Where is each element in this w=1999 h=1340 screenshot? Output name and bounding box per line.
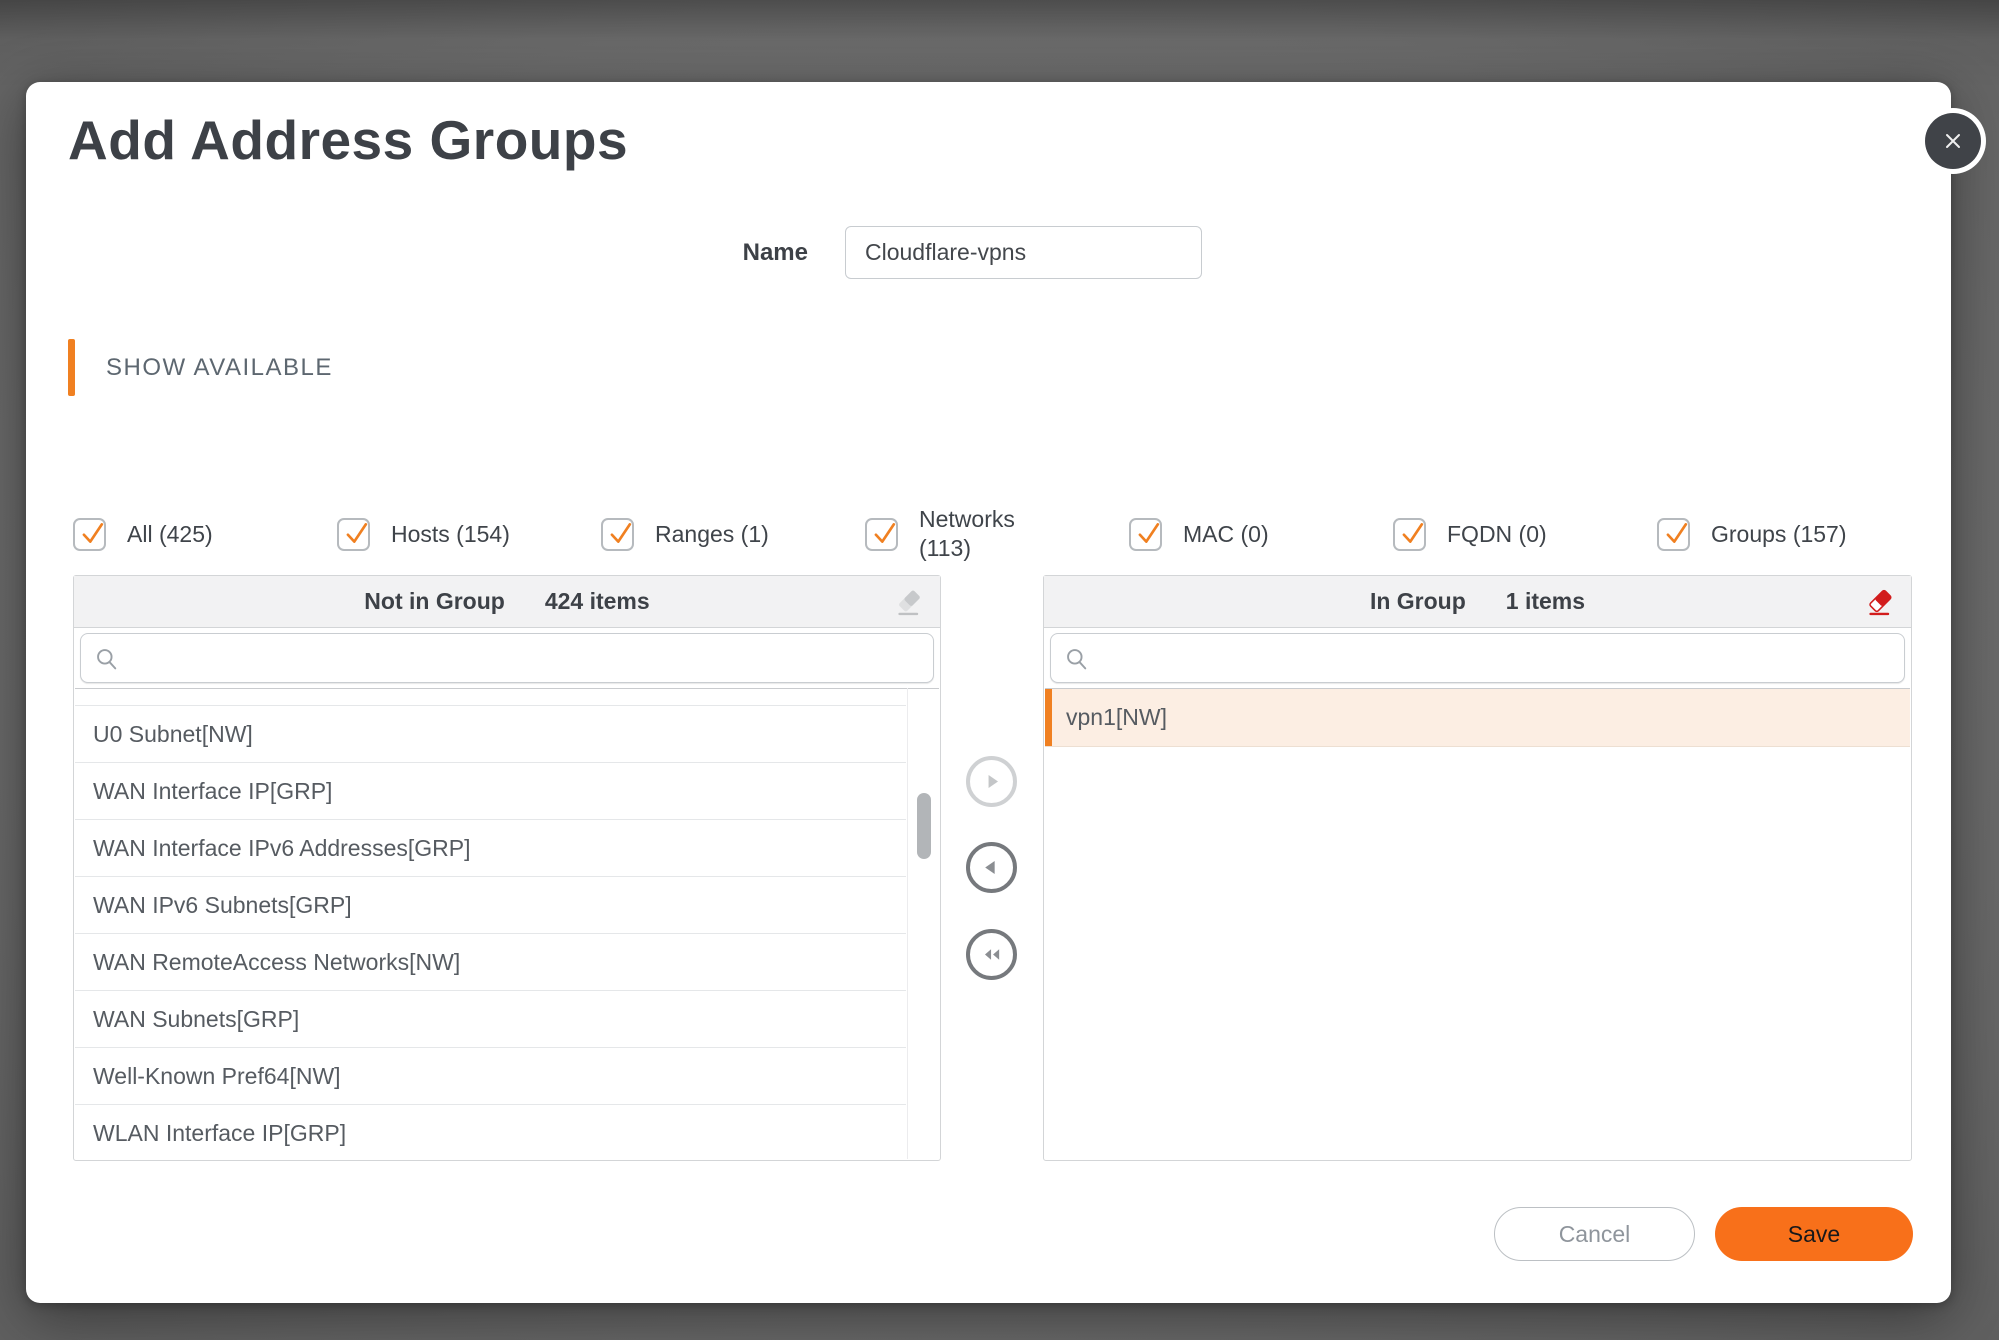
not-in-group-list: U0 Subnet[NW] WAN Interface IP[GRP] WAN In… [75,688,939,1159]
show-available-label: SHOW AVAILABLE [106,354,333,381]
double-arrow-left-icon [978,941,1005,968]
list-item[interactable]: WAN Subnets[GRP] [75,991,906,1048]
remove-all-from-group-button[interactable] [966,929,1017,980]
list-item-label: WAN IPv6 Subnets[GRP] [93,891,352,918]
filter-networks-113[interactable]: Networks (113) [865,505,1129,563]
list-item-label: vpn1[NW] [1066,704,1167,730]
filter-checkbox-row: All (425) Hosts (154) Ranges (1) Networks (… [73,480,1911,588]
close-button[interactable] [1925,113,1981,169]
filter-label: MAC (0) [1183,520,1269,547]
list-item-label: U0 Subnet[NW] [93,720,253,747]
panel-title: In Group [1369,588,1466,614]
page-title: Add Address Groups [68,109,629,171]
list-item-label: WAN Interface IPv6 Addresses[GRP] [93,834,471,861]
in-group-panel: In Group 1 items [1043,575,1912,1161]
not-in-group-search [80,633,934,683]
filter-label: All (425) [127,520,213,547]
checkbox[interactable] [73,517,106,551]
filter-label: FQDN (0) [1447,520,1547,547]
list-scroll-clipped-row [75,689,906,706]
section-accent-bar [68,339,75,396]
move-to-group-button[interactable] [966,756,1017,807]
checkbox[interactable] [865,517,898,551]
list-item[interactable]: WLAN Interface IP[GRP] [75,1105,906,1159]
panel-count: 1 items [1505,588,1586,614]
filter-all-425[interactable]: All (425) [73,517,337,551]
scrollbar-track [907,688,908,1159]
list-item[interactable]: Well-Known Pref64[NW] [75,1048,906,1105]
close-icon [1938,126,1968,156]
clear-selection-button[interactable] [890,583,928,621]
in-group-list: vpn1[NW] [1045,688,1910,1159]
filter-mac-0[interactable]: MAC (0) [1129,517,1393,551]
filter-hosts-154[interactable]: Hosts (154) [337,517,601,551]
filter-label: Hosts (154) [391,520,510,547]
checkbox[interactable] [1129,517,1162,551]
add-address-groups-dialog: Add Address Groups Name SHOW AVAILABLE A… [26,82,1981,1303]
list-item-label: WLAN Interface IP[GRP] [93,1119,347,1146]
list-item[interactable]: WAN Interface IPv6 Addresses[GRP] [75,820,906,877]
list-item-label: Well-Known Pref64[NW] [93,1062,341,1089]
list-item-label: WAN Subnets[GRP] [93,1005,300,1032]
remove-from-group-button[interactable] [966,842,1017,893]
not-in-group-header: Not in Group 424 items [74,576,940,628]
search-input[interactable] [1051,634,1904,682]
list-item[interactable]: WAN Interface IP[GRP] [75,763,906,820]
filter-ranges-1[interactable]: Ranges (1) [601,517,865,551]
list-item-label: WAN Interface IP[GRP] [93,777,333,804]
scrollbar-thumb[interactable] [917,793,931,859]
in-group-search [1050,633,1905,683]
list-item[interactable]: U0 Subnet[NW] [75,706,906,763]
not-in-group-panel: Not in Group 424 items [73,575,941,1161]
eraser-icon [892,585,926,619]
filter-label: Ranges (1) [655,520,769,547]
name-label: Name [742,239,808,266]
in-group-header: In Group 1 items [1044,576,1911,628]
panel-count: 424 items [544,588,650,614]
filter-label: Networks (113) [919,506,1015,561]
clear-group-button[interactable] [1861,583,1899,621]
checkbox[interactable] [1393,517,1426,551]
list-item[interactable]: WAN IPv6 Subnets[GRP] [75,877,906,934]
name-input[interactable] [845,226,1202,279]
checkbox[interactable] [1657,517,1690,551]
arrow-left-icon [978,854,1005,881]
search-input[interactable] [81,634,933,682]
checkbox[interactable] [601,517,634,551]
filter-label: Groups (157) [1711,520,1847,547]
filter-fqdn-0[interactable]: FQDN (0) [1393,517,1657,551]
save-button[interactable]: Save [1715,1207,1913,1261]
checkbox[interactable] [337,517,370,551]
arrow-right-icon [978,768,1005,795]
panel-title: Not in Group [364,588,505,614]
list-item[interactable]: vpn1[NW] [1045,689,1910,747]
eraser-icon [1863,585,1897,619]
list-item[interactable]: WAN RemoteAccess Networks[NW] [75,934,906,991]
list-item-label: WAN RemoteAccess Networks[NW] [93,948,461,975]
cancel-button[interactable]: Cancel [1494,1207,1695,1261]
filter-groups-157[interactable]: Groups (157) [1657,517,1847,551]
